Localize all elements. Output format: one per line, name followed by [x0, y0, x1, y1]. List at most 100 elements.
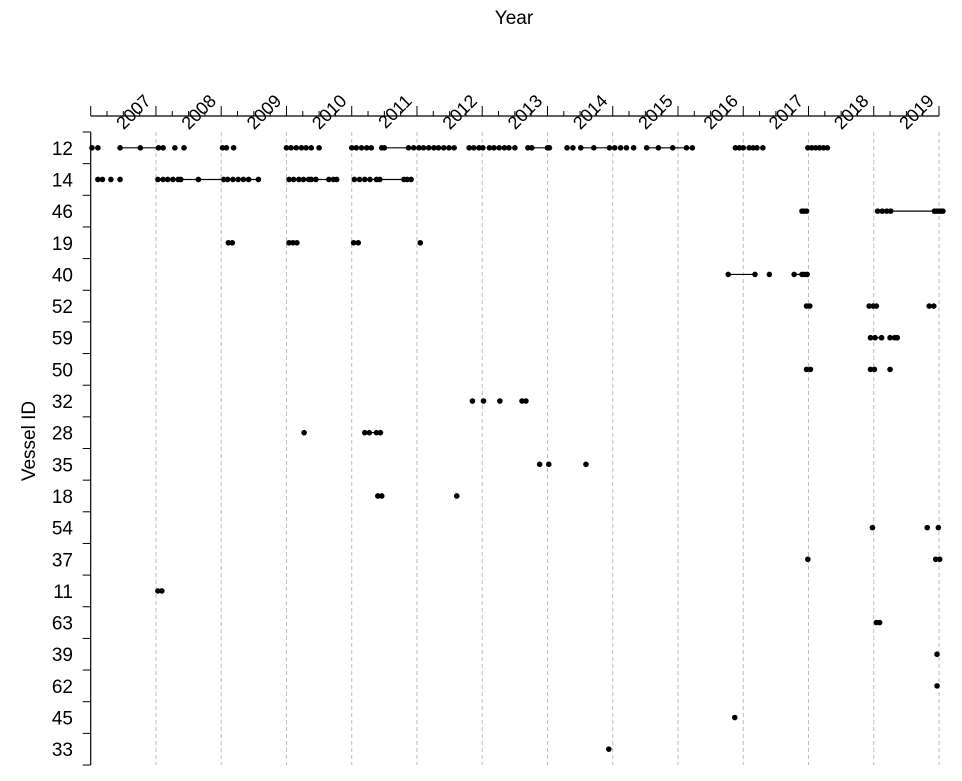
observation-dot	[807, 366, 814, 373]
observation-dot	[766, 271, 773, 278]
observation-dot	[221, 176, 227, 183]
observation-dot	[867, 334, 874, 341]
x-tick-label: 2018	[830, 91, 872, 133]
observation-dot	[871, 366, 878, 373]
observation-dot	[117, 176, 123, 183]
vessel-row-32	[469, 398, 529, 404]
observation-dot	[501, 145, 508, 151]
observation-dot	[351, 176, 358, 183]
observation-dot	[824, 145, 831, 151]
observation-dot	[643, 145, 650, 151]
x-tick-label: 2007	[112, 91, 154, 133]
y-tick-label: 50	[52, 360, 73, 381]
observation-dot	[583, 461, 589, 468]
observation-dot	[223, 145, 230, 151]
observation-dot	[932, 556, 939, 563]
observation-dot	[316, 145, 322, 151]
x-tick-label: 2011	[374, 91, 416, 133]
observation-dot	[95, 145, 101, 151]
observation-dot	[869, 524, 876, 531]
y-tick-label: 62	[52, 677, 73, 698]
observation-dot	[926, 303, 933, 309]
observation-dot	[732, 145, 739, 151]
observation-dot	[760, 145, 766, 151]
y-tick-label: 39	[52, 645, 73, 666]
observation-dot	[805, 556, 811, 563]
observation-dot	[791, 271, 797, 278]
observation-dot	[159, 588, 165, 594]
observation-dot	[446, 145, 452, 151]
observation-dot	[410, 145, 417, 151]
observation-dot	[873, 303, 880, 309]
vessel-row-28	[301, 429, 384, 436]
observation-dot	[296, 176, 302, 183]
observation-dot	[725, 271, 732, 278]
observation-dot	[230, 145, 237, 151]
observation-dot	[872, 334, 878, 341]
y-tick-label: 37	[52, 550, 73, 571]
observation-dot	[940, 208, 946, 214]
vessel-row-50	[803, 366, 893, 373]
vessel-row-54	[869, 524, 942, 531]
vessel-row-12	[89, 145, 831, 151]
observation-dot	[361, 429, 368, 436]
x-axis-top: 2007 2008 2009 2010 2011 2012 2013 2014 2015 2016…	[90, 91, 940, 133]
observation-dot	[887, 334, 893, 341]
observation-dot	[361, 176, 368, 183]
observation-dot	[420, 145, 427, 151]
observation-dot	[731, 714, 738, 721]
vessel-row-18	[375, 493, 460, 499]
observation-dot	[155, 145, 162, 151]
year-gridlines	[155, 132, 940, 765]
observation-dot	[470, 145, 477, 151]
vessel-row-35	[536, 461, 589, 468]
x-tick-label: 2014	[569, 91, 611, 133]
observation-dot	[466, 145, 472, 151]
observation-dot	[348, 145, 355, 151]
observation-dot	[546, 145, 553, 151]
x-axis-title: Year	[494, 8, 534, 29]
observation-dot	[288, 145, 294, 151]
observation-dot	[160, 145, 166, 151]
observation-dot	[623, 145, 630, 151]
observation-dot	[469, 398, 476, 404]
observation-dot	[245, 176, 252, 183]
observation-dot	[529, 145, 535, 151]
observation-dot	[381, 145, 388, 151]
observation-dot	[99, 176, 106, 183]
observation-dot	[378, 493, 385, 499]
observation-dot	[366, 429, 373, 436]
observation-dot	[655, 145, 662, 151]
y-tick-label: 14	[52, 170, 74, 191]
observation-dot	[736, 145, 743, 151]
observation-dot	[803, 208, 810, 214]
observation-dot	[806, 303, 813, 309]
vessel-row-37	[805, 556, 943, 563]
x-tick-label: 2010	[308, 91, 350, 133]
observation-dot	[286, 239, 292, 246]
observation-dot	[683, 145, 690, 151]
observation-dot	[752, 271, 758, 278]
observation-dot	[924, 524, 931, 531]
observation-dot	[431, 145, 437, 151]
vessel-row-63	[873, 619, 883, 626]
observation-dot	[367, 176, 373, 183]
observation-dot	[874, 208, 881, 214]
observation-dot	[746, 145, 752, 151]
y-tick-label: 46	[52, 202, 73, 223]
observation-dot	[805, 145, 811, 151]
observation-dot	[476, 145, 482, 151]
observation-dot	[283, 145, 290, 151]
observation-dot	[453, 493, 460, 499]
x-tick-label: 2015	[634, 91, 676, 133]
observation-dot	[377, 429, 384, 436]
observation-dot	[506, 145, 512, 151]
observation-dot	[617, 145, 624, 151]
observation-dot	[308, 176, 315, 183]
y-tick-label: 18	[52, 487, 73, 508]
x-tick-label: 2009	[243, 91, 285, 133]
vessel-row-59	[867, 334, 901, 341]
observation-dot	[440, 145, 447, 151]
y-tick-label: 12	[52, 139, 73, 160]
observation-dot	[417, 239, 424, 246]
